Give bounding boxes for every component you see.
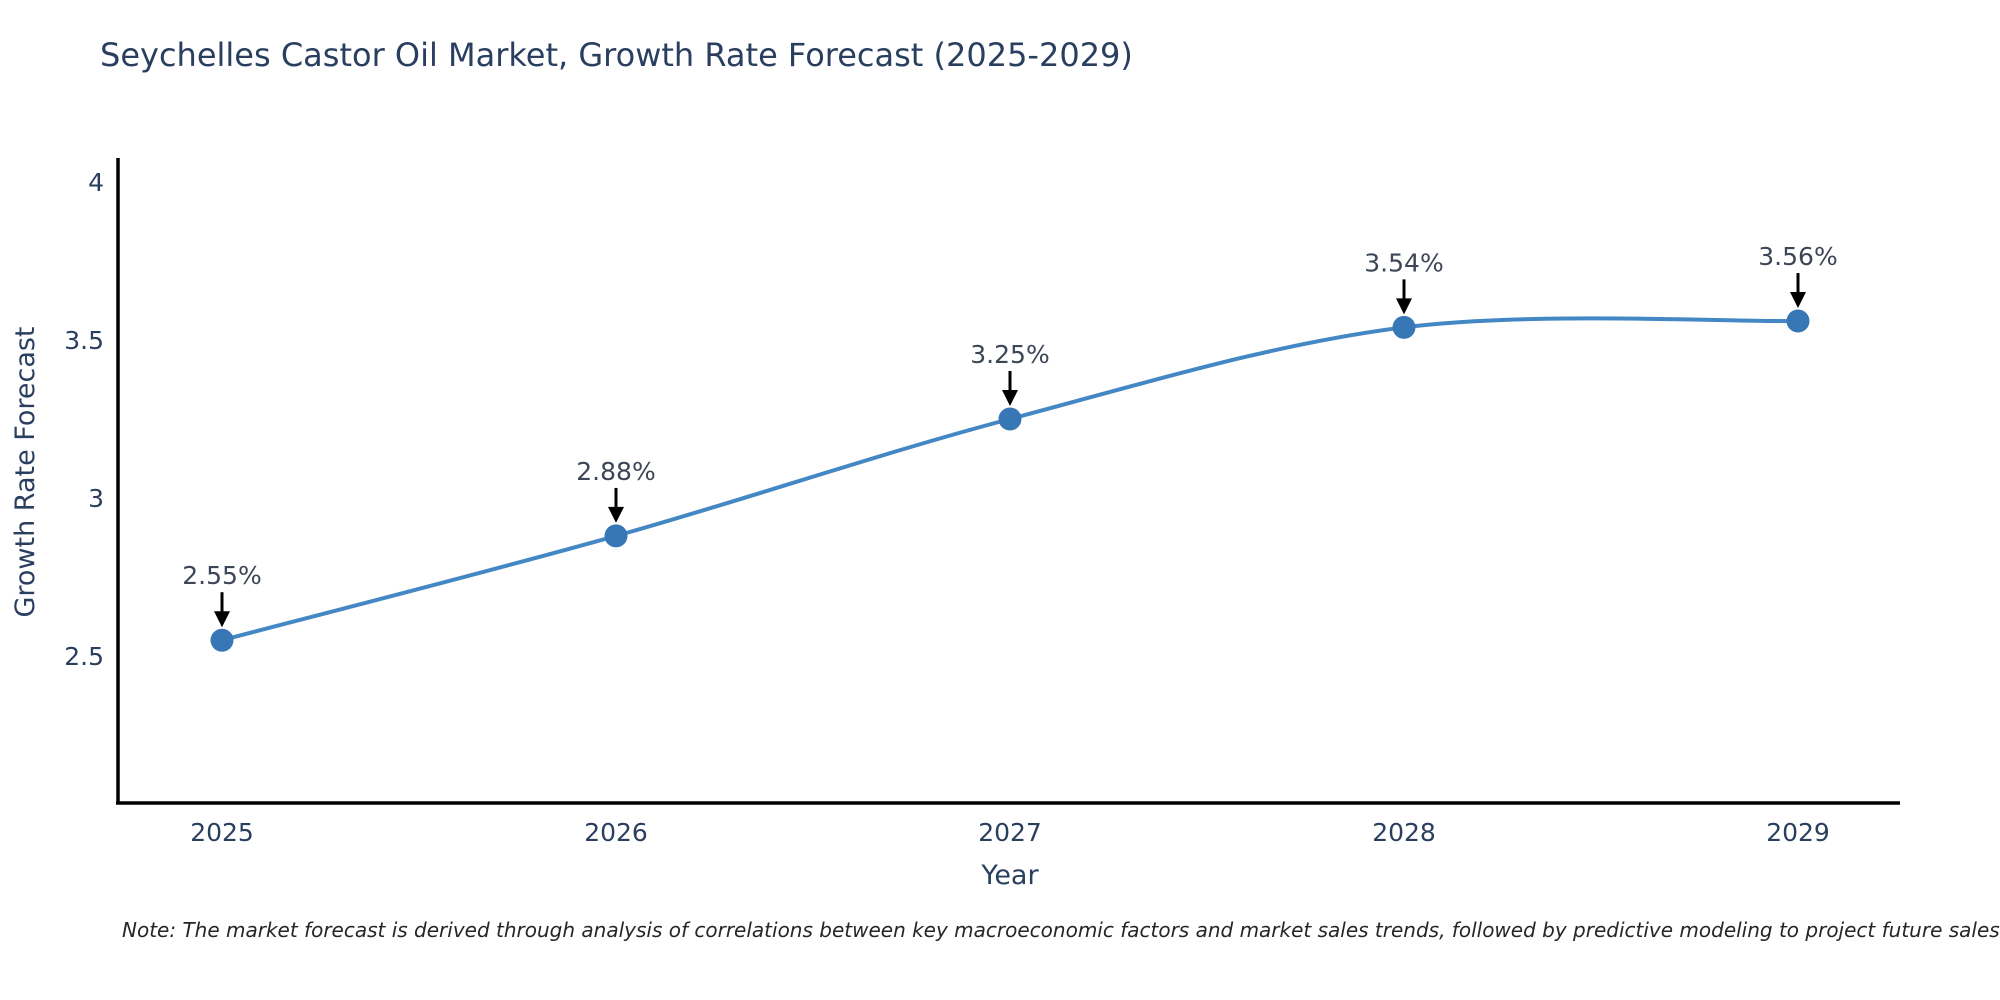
x-tick-label: 2027 <box>978 818 1042 847</box>
annotation-arrowhead <box>214 611 230 628</box>
x-tick-label: 2029 <box>1766 818 1830 847</box>
x-tick-label: 2028 <box>1372 818 1436 847</box>
data-point-marker-2025[interactable] <box>210 628 234 652</box>
y-axis-title: Growth Rate Forecast <box>10 326 41 617</box>
y-tick-label: 3 <box>88 484 104 513</box>
data-label: 2.88% <box>576 457 655 486</box>
chart-title: Seychelles Castor Oil Market, Growth Rat… <box>100 36 1133 74</box>
annotation-arrowhead <box>1790 292 1806 309</box>
annotation-arrowhead <box>1002 390 1018 406</box>
data-point-marker-2029[interactable] <box>1786 309 1810 333</box>
data-label: 3.25% <box>970 340 1049 369</box>
footnote: Note: The market forecast is derived thr… <box>122 918 2000 942</box>
x-axis-title: Year <box>980 860 1039 891</box>
data-point-marker-2028[interactable] <box>1392 315 1416 339</box>
y-tick-label: 3.5 <box>64 326 104 355</box>
data-label: 3.54% <box>1364 248 1443 277</box>
annotation-arrowhead <box>1396 298 1412 315</box>
data-label: 2.55% <box>182 561 261 590</box>
data-label: 3.56% <box>1758 242 1837 271</box>
y-tick-label: 2.5 <box>64 642 104 671</box>
data-point-marker-2026[interactable] <box>604 524 628 548</box>
x-tick-label: 2026 <box>584 818 648 847</box>
y-tick-label: 4 <box>88 168 104 197</box>
data-point-marker-2027[interactable] <box>998 407 1022 431</box>
annotation-arrowhead <box>608 506 624 523</box>
x-tick-label: 2025 <box>190 818 254 847</box>
